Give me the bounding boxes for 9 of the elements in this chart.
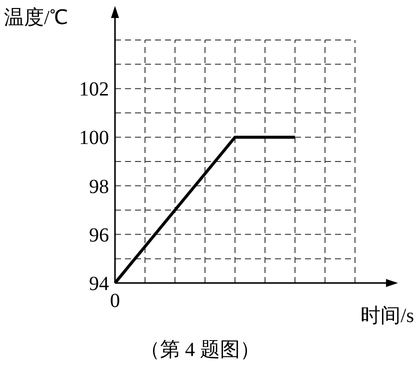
ytick: 94 <box>89 273 109 295</box>
annotation: （第 4 题图） <box>140 339 260 361</box>
xlabel: 时间/s <box>360 305 414 327</box>
ytick: 98 <box>89 176 109 198</box>
ytick: 96 <box>89 224 109 246</box>
xtick: 0 <box>110 290 120 312</box>
ylabel: 温度/℃ <box>4 7 68 29</box>
ytick: 102 <box>79 78 109 101</box>
ytick: 100 <box>79 127 109 150</box>
